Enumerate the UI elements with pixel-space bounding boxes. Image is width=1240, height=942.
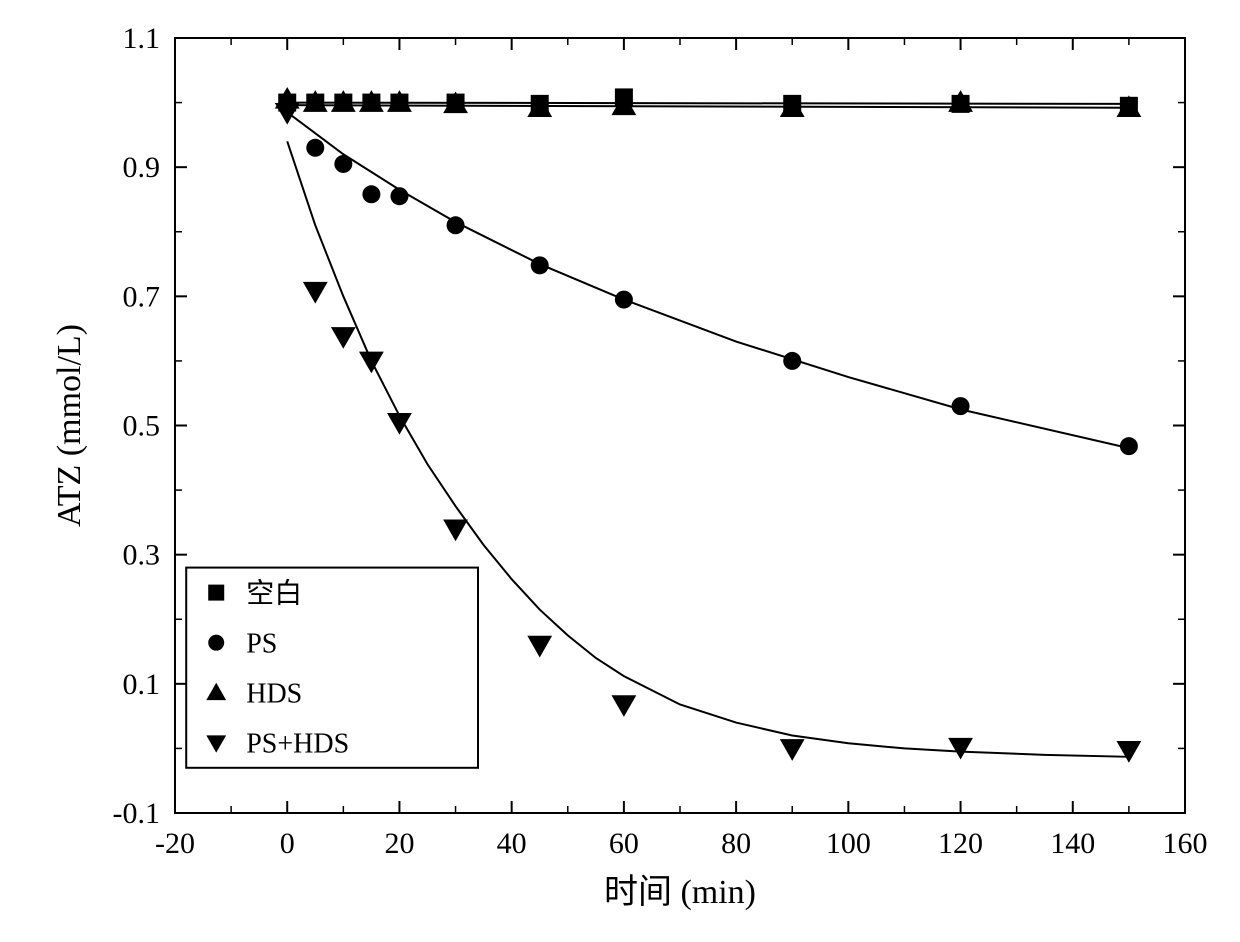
marker-square — [208, 585, 224, 601]
marker-triangle-down — [780, 739, 805, 761]
x-tick-label: 160 — [1163, 827, 1208, 860]
marker-triangle-down — [527, 636, 552, 658]
marker-circle — [208, 635, 224, 651]
series-line-pshds — [287, 141, 1129, 756]
y-tick-label: 1.1 — [123, 22, 161, 55]
marker-triangle-down — [275, 103, 300, 125]
marker-circle — [952, 397, 970, 415]
x-tick-label: 0 — [280, 827, 295, 860]
y-tick-label: 0.9 — [123, 151, 161, 184]
marker-triangle-down — [303, 282, 328, 304]
marker-triangle-down — [1116, 741, 1141, 763]
x-tick-label: -20 — [155, 827, 195, 860]
y-tick-label: 0.5 — [123, 410, 161, 443]
x-axis-title: 时间 (min) — [604, 874, 756, 911]
marker-circle — [334, 155, 352, 173]
y-tick-label: 0.1 — [123, 668, 161, 701]
x-tick-label: 80 — [721, 827, 751, 860]
marker-circle — [390, 187, 408, 205]
series-line-hds — [287, 105, 1129, 108]
y-tick-label: -0.1 — [113, 797, 161, 830]
y-tick-label: 0.3 — [123, 539, 161, 572]
marker-circle — [531, 256, 549, 274]
marker-triangle-down — [443, 520, 468, 542]
marker-circle — [615, 291, 633, 309]
marker-triangle-up — [206, 683, 226, 700]
marker-triangle-down — [331, 327, 356, 349]
x-tick-label: 100 — [826, 827, 871, 860]
series-line-ps — [287, 112, 1129, 448]
series-markers-hds — [275, 87, 1141, 117]
atz-time-chart: -20 0 20 40 60 80 100 120 140 160 时间 (min) -0.1 0.1 0… — [0, 0, 1240, 942]
x-tick-label: 140 — [1050, 827, 1095, 860]
x-tick-label: 40 — [497, 827, 527, 860]
marker-triangle-down — [611, 695, 636, 717]
x-tick-label: 60 — [609, 827, 639, 860]
marker-circle — [783, 352, 801, 370]
series-markers-ps — [278, 95, 1138, 455]
x-tick-label: 20 — [384, 827, 414, 860]
legend-label-pshds: PS+HDS — [246, 729, 349, 760]
legend-label-ps: PS — [246, 628, 277, 659]
y-axis-title: ATZ (mmol/L) — [51, 324, 88, 527]
plot-area — [275, 87, 1141, 763]
marker-triangle-down — [206, 735, 226, 752]
marker-circle — [1120, 437, 1138, 455]
x-tick-label: 120 — [938, 827, 983, 860]
series-line-blank — [287, 103, 1129, 104]
legend-label-blank: 空白 — [246, 577, 302, 609]
marker-circle — [447, 216, 465, 234]
marker-triangle-down — [359, 352, 384, 374]
legend-label-hds: HDS — [246, 679, 302, 710]
marker-triangle-down — [948, 738, 973, 760]
marker-circle — [362, 185, 380, 203]
chart-container: -20 0 20 40 60 80 100 120 140 160 时间 (min) -0.1 0.1 0… — [0, 0, 1240, 942]
y-tick-label: 0.7 — [123, 280, 161, 313]
marker-circle — [306, 139, 324, 157]
